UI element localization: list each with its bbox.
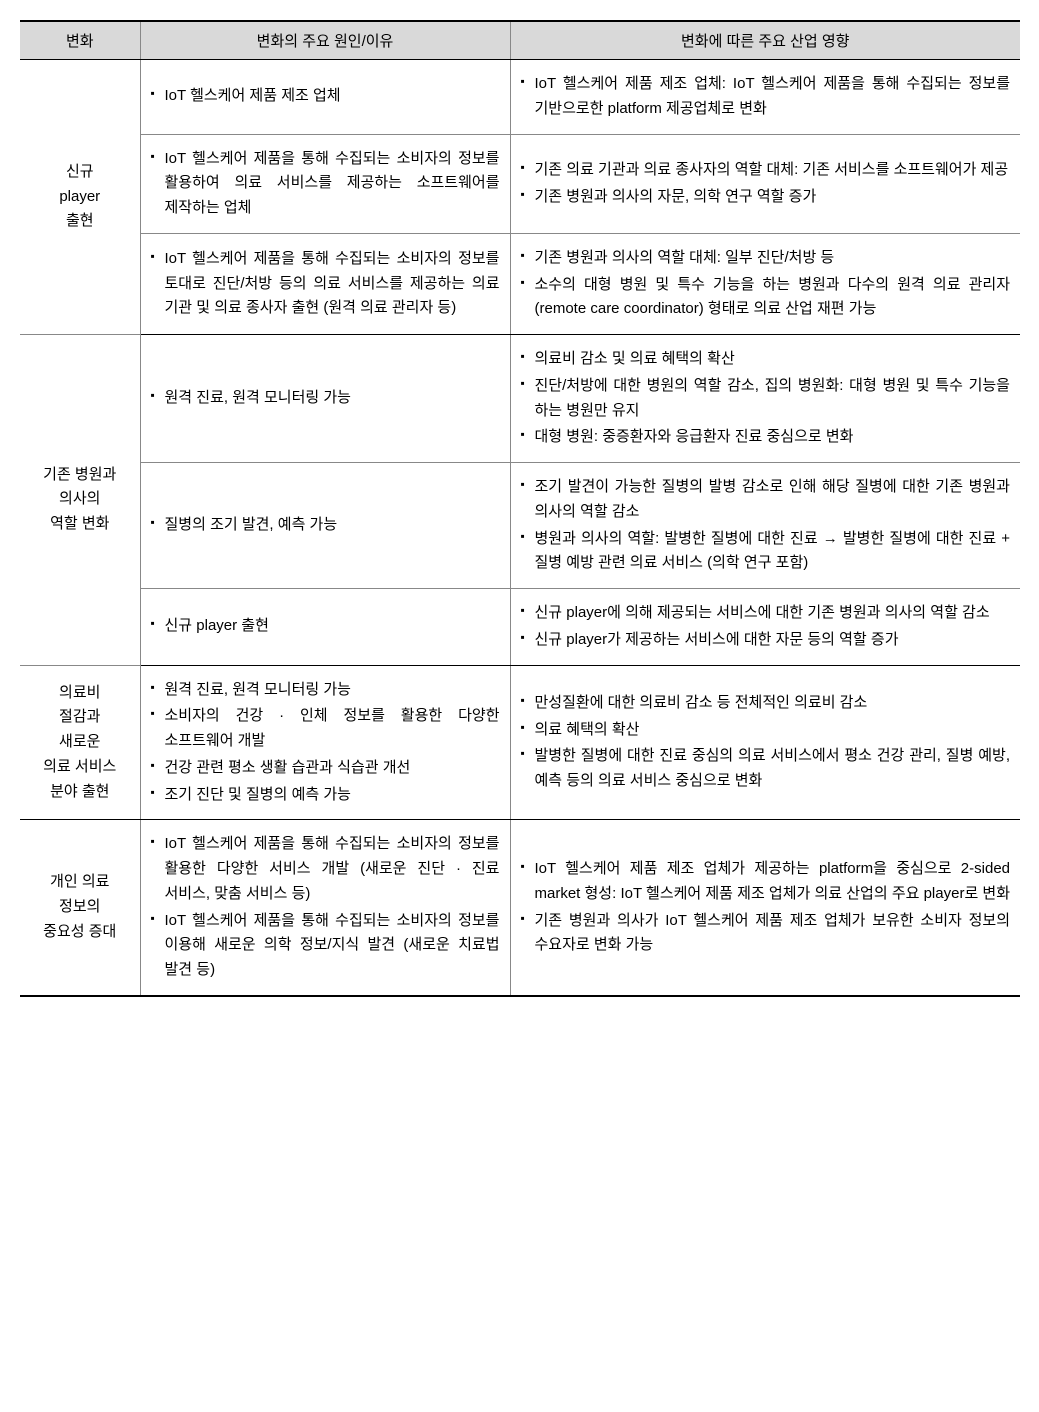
cause-list: IoT 헬스케어 제품을 통해 수집되는 소비자의 정보를 활용한 다양한 서비… [151,832,500,983]
impact-item: 병원과 의사의 역할: 발병한 질병에 대한 진료 → 발병한 질병에 대한 진… [521,527,1011,577]
cause-list: IoT 헬스케어 제품을 통해 수집되는 소비자의 정보를 토대로 진단/처방 … [151,247,500,321]
impact-cell: IoT 헬스케어 제품 제조 업체가 제공하는 platform을 중심으로 2… [510,820,1020,996]
impact-list: 만성질환에 대한 의료비 감소 등 전체적인 의료비 감소의료 혜택의 확산발병… [521,691,1011,794]
impact-list: 신규 player에 의해 제공되는 서비스에 대한 기존 병원과 의사의 역할… [521,601,1011,653]
header-change: 변화 [20,21,140,60]
impact-cell: 의료비 감소 및 의료 혜택의 확산진단/처방에 대한 병원의 역할 감소, 집… [510,335,1020,463]
category-cell: 기존 병원과의사의역할 변화 [20,335,140,666]
cause-list: 질병의 조기 발견, 예측 가능 [151,513,500,538]
impact-item: 신규 player에 의해 제공되는 서비스에 대한 기존 병원과 의사의 역할… [521,601,1011,626]
impact-item: 발병한 질병에 대한 진료 중심의 의료 서비스에서 평소 건강 관리, 질병 … [521,744,1011,794]
cause-list: IoT 헬스케어 제품 제조 업체 [151,84,500,109]
impact-cell: 기존 병원과 의사의 역할 대체: 일부 진단/처방 등소수의 대형 병원 및 … [510,233,1020,334]
table-row: 질병의 조기 발견, 예측 가능 조기 발견이 가능한 질병의 발병 감소로 인해… [20,463,1020,589]
cause-item: IoT 헬스케어 제품 제조 업체 [151,84,500,109]
impact-item: 만성질환에 대한 의료비 감소 등 전체적인 의료비 감소 [521,691,1011,716]
impact-item: IoT 헬스케어 제품 제조 업체가 제공하는 platform을 중심으로 2… [521,857,1011,907]
impact-list: IoT 헬스케어 제품 제조 업체: IoT 헬스케어 제품을 통해 수집되는 … [521,72,1011,122]
impact-item: 대형 병원: 중증환자와 응급환자 진료 중심으로 변화 [521,425,1011,450]
cause-item: 조기 진단 및 질병의 예측 가능 [151,783,500,808]
cause-item: 원격 진료, 원격 모니터링 가능 [151,678,500,703]
cause-item: IoT 헬스케어 제품을 통해 수집되는 소비자의 정보를 토대로 진단/처방 … [151,247,500,321]
impact-list: 조기 발견이 가능한 질병의 발병 감소로 인해 해당 질병에 대한 기존 병원… [521,475,1011,576]
cause-item: IoT 헬스케어 제품을 통해 수집되는 소비자의 정보를 활용하여 의료 서비… [151,147,500,221]
cause-item: 건강 관련 평소 생활 습관과 식습관 개선 [151,756,500,781]
cause-item: 소비자의 건강 · 인체 정보를 활용한 다양한 소프트웨어 개발 [151,704,500,754]
cause-cell: 원격 진료, 원격 모니터링 가능소비자의 건강 · 인체 정보를 활용한 다양… [140,665,510,820]
impact-item: 소수의 대형 병원 및 특수 기능을 하는 병원과 다수의 원격 의료 관리자 … [521,273,1011,323]
cause-cell: 원격 진료, 원격 모니터링 가능 [140,335,510,463]
table-row: 신규 player 출현 신규 player에 의해 제공되는 서비스에 대한 기… [20,589,1020,666]
cause-cell: IoT 헬스케어 제품 제조 업체 [140,60,510,135]
impact-item: 진단/처방에 대한 병원의 역할 감소, 집의 병원화: 대형 병원 및 특수 … [521,374,1011,424]
impact-item: 기존 의료 기관과 의료 종사자의 역할 대체: 기존 서비스를 소프트웨어가 … [521,158,1011,183]
impact-cell: 기존 의료 기관과 의료 종사자의 역할 대체: 기존 서비스를 소프트웨어가 … [510,134,1020,233]
header-impact: 변화에 따른 주요 산업 영향 [510,21,1020,60]
table-row: 개인 의료정보의중요성 증대IoT 헬스케어 제품을 통해 수집되는 소비자의 … [20,820,1020,996]
cause-item: IoT 헬스케어 제품을 통해 수집되는 소비자의 정보를 활용한 다양한 서비… [151,832,500,906]
impact-item: 의료비 감소 및 의료 혜택의 확산 [521,347,1011,372]
cause-cell: IoT 헬스케어 제품을 통해 수집되는 소비자의 정보를 토대로 진단/처방 … [140,233,510,334]
table-row: IoT 헬스케어 제품을 통해 수집되는 소비자의 정보를 토대로 진단/처방 … [20,233,1020,334]
impact-cell: 신규 player에 의해 제공되는 서비스에 대한 기존 병원과 의사의 역할… [510,589,1020,666]
cause-cell: 신규 player 출현 [140,589,510,666]
impact-item: 기존 병원과 의사의 자문, 의학 연구 역할 증가 [521,185,1011,210]
impact-cell: IoT 헬스케어 제품 제조 업체: IoT 헬스케어 제품을 통해 수집되는 … [510,60,1020,135]
impact-cell: 조기 발견이 가능한 질병의 발병 감소로 인해 해당 질병에 대한 기존 병원… [510,463,1020,589]
cause-list: IoT 헬스케어 제품을 통해 수집되는 소비자의 정보를 활용하여 의료 서비… [151,147,500,221]
table-row: 신규player출현IoT 헬스케어 제품 제조 업체IoT 헬스케어 제품 제… [20,60,1020,135]
table-row: 의료비절감과새로운의료 서비스분야 출현원격 진료, 원격 모니터링 가능소비자… [20,665,1020,820]
impact-list: 기존 병원과 의사의 역할 대체: 일부 진단/처방 등소수의 대형 병원 및 … [521,246,1011,322]
table-row: IoT 헬스케어 제품을 통해 수집되는 소비자의 정보를 활용하여 의료 서비… [20,134,1020,233]
cause-item: IoT 헬스케어 제품을 통해 수집되는 소비자의 정보를 이용해 새로운 의학… [151,909,500,983]
impact-item: 의료 혜택의 확산 [521,718,1011,743]
cause-item: 원격 진료, 원격 모니터링 가능 [151,386,500,411]
impact-item: IoT 헬스케어 제품 제조 업체: IoT 헬스케어 제품을 통해 수집되는 … [521,72,1011,122]
main-table: 변화 변화의 주요 원인/이유 변화에 따른 주요 산업 영향 신규player… [20,20,1020,997]
cause-list: 원격 진료, 원격 모니터링 가능 [151,386,500,411]
impact-item: 기존 병원과 의사가 IoT 헬스케어 제품 제조 업체가 보유한 소비자 정보… [521,909,1011,959]
impact-item: 신규 player가 제공하는 서비스에 대한 자문 등의 역할 증가 [521,628,1011,653]
table-body: 신규player출현 IoT 헬스케어 제품 제조 업체 IoT 헬스케어 제품 제… [20,60,1020,996]
impact-list: IoT 헬스케어 제품 제조 업체가 제공하는 platform을 중심으로 2… [521,857,1011,958]
cause-item: 질병의 조기 발견, 예측 가능 [151,513,500,538]
header-cause: 변화의 주요 원인/이유 [140,21,510,60]
impact-cell: 만성질환에 대한 의료비 감소 등 전체적인 의료비 감소의료 혜택의 확산발병… [510,665,1020,820]
category-cell: 신규player출현 [20,60,140,335]
impact-item: 조기 발견이 가능한 질병의 발병 감소로 인해 해당 질병에 대한 기존 병원… [521,475,1011,525]
cause-cell: IoT 헬스케어 제품을 통해 수집되는 소비자의 정보를 활용한 다양한 서비… [140,820,510,996]
category-cell: 개인 의료정보의중요성 증대 [20,820,140,996]
table-row: 기존 병원과의사의역할 변화원격 진료, 원격 모니터링 가능의료비 감소 및 … [20,335,1020,463]
category-cell: 의료비절감과새로운의료 서비스분야 출현 [20,665,140,820]
cause-item: 신규 player 출현 [151,614,500,639]
impact-list: 의료비 감소 및 의료 혜택의 확산진단/처방에 대한 병원의 역할 감소, 집… [521,347,1011,450]
cause-list: 신규 player 출현 [151,614,500,639]
impact-item: 기존 병원과 의사의 역할 대체: 일부 진단/처방 등 [521,246,1011,271]
cause-cell: IoT 헬스케어 제품을 통해 수집되는 소비자의 정보를 활용하여 의료 서비… [140,134,510,233]
cause-list: 원격 진료, 원격 모니터링 가능소비자의 건강 · 인체 정보를 활용한 다양… [151,678,500,808]
impact-list: 기존 의료 기관과 의료 종사자의 역할 대체: 기존 서비스를 소프트웨어가 … [521,158,1011,210]
cause-cell: 질병의 조기 발견, 예측 가능 [140,463,510,589]
header-row: 변화 변화의 주요 원인/이유 변화에 따른 주요 산업 영향 [20,21,1020,60]
